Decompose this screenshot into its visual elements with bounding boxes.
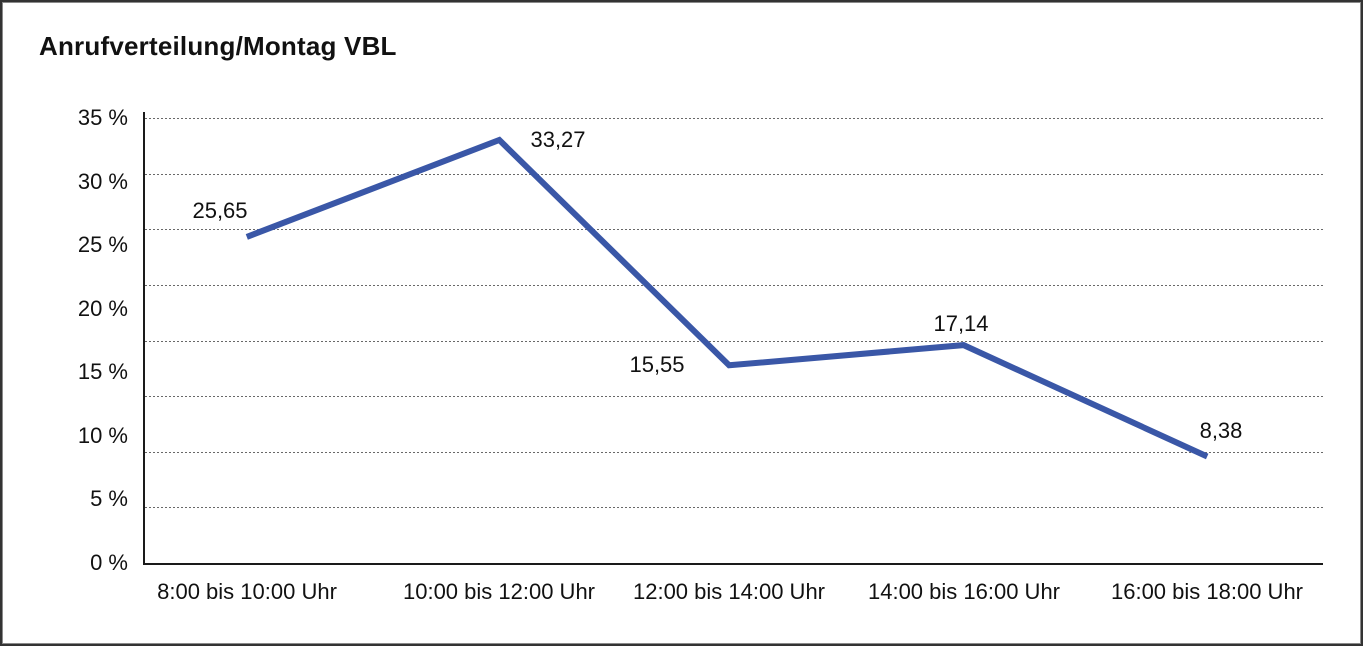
x-tick-label: 8:00 bis 10:00 Uhr (157, 579, 337, 604)
data-value-label: 8,38 (1199, 418, 1243, 443)
gridline (145, 229, 1323, 230)
data-value-label: 33,27 (530, 127, 586, 152)
gridline (145, 452, 1323, 453)
y-tick-label: 0 % (90, 550, 128, 575)
gridline (145, 118, 1323, 119)
gridline (145, 507, 1323, 508)
y-tick-label: 15 % (77, 359, 128, 384)
y-tick-label: 30 % (77, 169, 128, 194)
plot-area (143, 118, 1323, 565)
chart-title: Anrufverteilung/Montag VBL (39, 31, 397, 61)
gridline (145, 174, 1323, 175)
y-tick-label: 35 % (77, 105, 128, 130)
x-tick-label: 10:00 bis 12:00 Uhr (402, 579, 596, 604)
data-polyline (245, 136, 1209, 460)
y-tick-label: 5 % (90, 486, 128, 511)
x-tick-label: 14:00 bis 16:00 Uhr (867, 579, 1061, 604)
gridline (145, 396, 1323, 397)
x-tick-label: 12:00 bis 14:00 Uhr (632, 579, 826, 604)
gridline (145, 285, 1323, 286)
gridline (145, 341, 1323, 342)
data-value-label: 17,14 (933, 311, 989, 336)
y-tick-label: 20 % (77, 296, 128, 321)
data-value-label: 15,55 (629, 352, 685, 377)
y-tick-label: 25 % (77, 232, 128, 257)
y-tick-label: 10 % (77, 423, 128, 448)
x-tick-label: 16:00 bis 18:00 Uhr (1110, 579, 1304, 604)
line-series-svg (245, 136, 1209, 460)
data-value-label: 25,65 (192, 198, 248, 223)
y-axis-top-extension (143, 112, 145, 118)
